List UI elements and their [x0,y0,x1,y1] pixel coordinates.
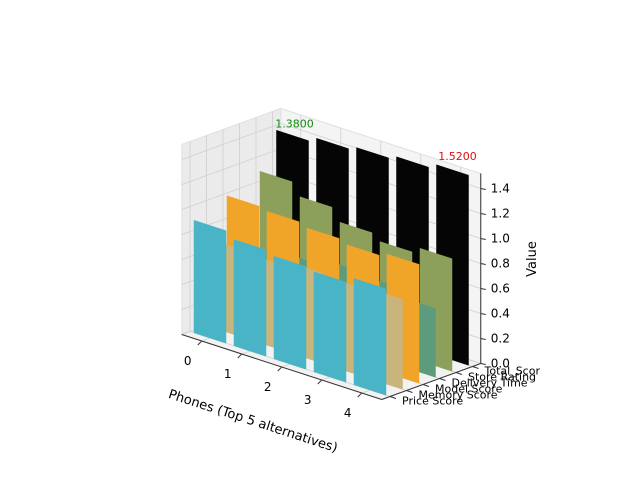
y-tick-mark [455,372,463,375]
z-axis-label: Value [525,241,540,277]
y-tick-mark [472,366,479,369]
annotation-last-total: 1.5200 [438,150,477,163]
x-tick-label: 2 [264,380,272,394]
x-tick-mark [357,392,363,398]
y-tick-mark [422,384,430,387]
z-tick-label: 0.2 [491,332,510,346]
z-tick-mark [480,313,486,315]
z-tick-label: 1.2 [491,207,510,221]
x-tick-mark [237,353,243,359]
z-tick-label: 0.8 [491,257,510,271]
x-tick-label: 4 [344,406,352,420]
x-tick-label: 1 [224,367,232,381]
y-axis-line [381,363,481,400]
x-tick-mark [197,340,203,346]
y-tick-label: Delivery Time [452,377,528,390]
x-tick-label: 3 [304,393,312,407]
bar-price-score-2 [273,255,307,370]
x-tick-mark [317,379,323,385]
annotation-first-total: 1.3800 [275,118,314,131]
y-tick-mark [406,390,413,393]
z-tick-mark [480,238,486,240]
y-tick-label: Price Score [402,395,463,408]
bars [193,129,469,396]
z-tick-label: 0.6 [491,282,510,296]
z-tick-label: 1.0 [491,232,510,246]
z-tick-mark [480,338,486,340]
y-tick-label: Model Score [435,383,503,396]
bar-price-score-0 [193,219,227,344]
bar-price-score-4 [353,278,387,396]
z-tick-label: 1.4 [491,182,510,196]
z-tick-label: 0.4 [491,307,510,321]
z-tick-mark [480,288,486,290]
y-tick-label: Store Rating [468,371,536,384]
x-tick-mark [277,366,283,372]
y-tick-mark [389,396,397,399]
z-tick-mark [480,363,486,365]
y-tick-label: Memory Score [419,389,498,402]
z-tick-mark [480,188,486,190]
x-axis-label: Phones (Top 5 alternatives) [166,387,339,456]
y-tick-label: Total_Scor [484,365,541,378]
x-tick-label: 0 [184,354,192,368]
y-tick-mark [439,378,446,381]
z-tick-label: 0.0 [491,357,510,371]
z-tick-mark [480,263,486,265]
bar-price-score-1 [233,239,267,357]
z-tick-mark [480,213,486,215]
bar-price-score-3 [313,271,347,383]
